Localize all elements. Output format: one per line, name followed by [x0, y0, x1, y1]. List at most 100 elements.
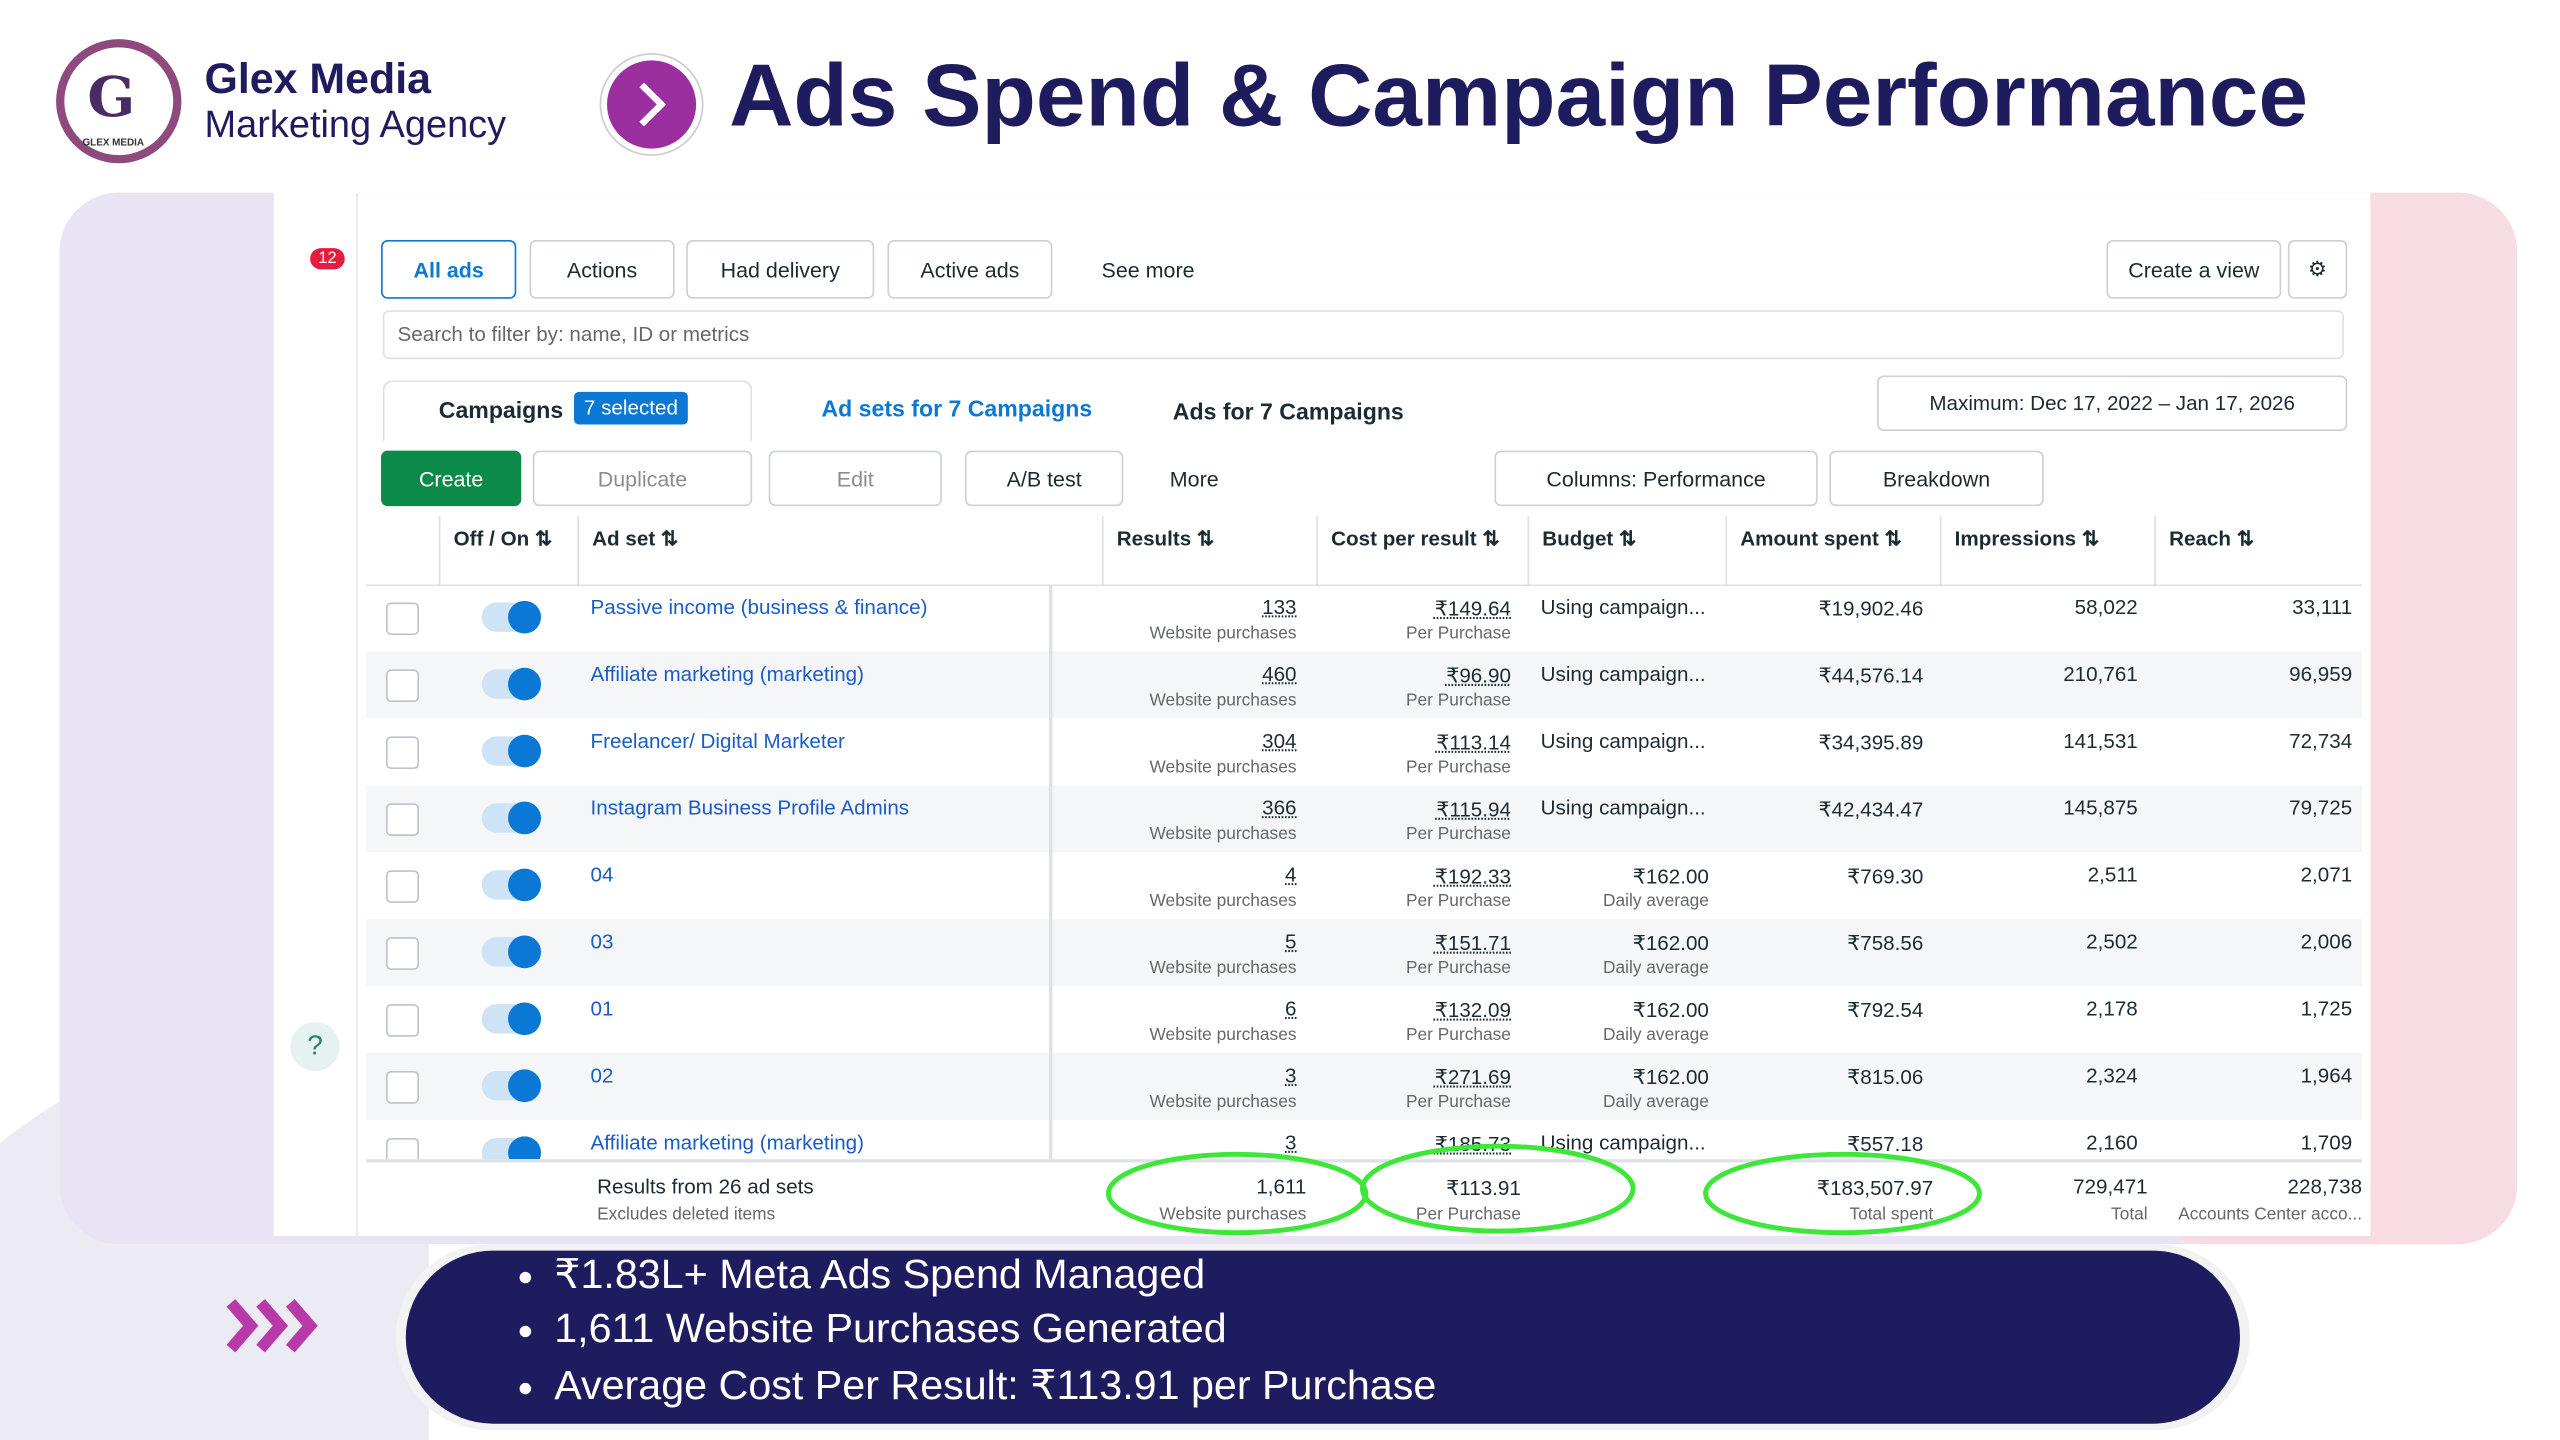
- results: 3: [1285, 1131, 1297, 1155]
- help-icon[interactable]: ?: [290, 1022, 340, 1072]
- impressions: 2,324: [2086, 1064, 2138, 1088]
- tab-label[interactable]: Ad sets for 7 Campaigns: [821, 395, 1093, 422]
- ad-set-name[interactable]: Freelancer/ Digital Marketer: [590, 729, 845, 753]
- footer-impressions-sub: Total: [2111, 1204, 2148, 1225]
- footer-impressions: 729,471: [2073, 1175, 2148, 1199]
- toggle-knob: [508, 868, 542, 902]
- results-sub: Website purchases: [1149, 623, 1297, 644]
- ad-set-name[interactable]: 04: [590, 863, 614, 887]
- budget: ₹162.00: [1632, 999, 1709, 1023]
- results-sub: Website purchases: [1149, 958, 1297, 978]
- row-checkbox[interactable]: [385, 1071, 419, 1104]
- ad-set-name[interactable]: Passive income (business & finance): [590, 595, 928, 619]
- row-checkbox[interactable]: [385, 937, 419, 970]
- column-header[interactable]: Results ⇅: [1101, 515, 1316, 585]
- amount-spent: ₹792.54: [1847, 999, 1924, 1023]
- row-checkbox[interactable]: [385, 602, 419, 636]
- column-header[interactable]: Ad set ⇅: [577, 515, 1049, 585]
- row-checkbox[interactable]: [385, 870, 419, 903]
- search-input[interactable]: Search to filter by: name, ID or metrics: [382, 310, 2344, 360]
- amount-spent: ₹557.18: [1847, 1133, 1924, 1156]
- cost-per-result: ₹132.09: [1434, 999, 1511, 1023]
- highlight-item: ₹1.83L+ Meta Ads Spend Managed: [554, 1251, 1205, 1300]
- highlight-item: Average Cost Per Result: ₹113.91 per Pur…: [554, 1362, 1436, 1411]
- row-checkbox[interactable]: [385, 669, 419, 703]
- settings-button[interactable]: ⚙: [2287, 240, 2348, 299]
- edit-button[interactable]: Edit: [768, 450, 942, 507]
- table-row: Affiliate marketing (marketing) 460 Websit…: [366, 651, 2363, 719]
- create-view-button[interactable]: Create a view: [2106, 240, 2282, 299]
- reach: 2,071: [2300, 863, 2353, 887]
- more-button[interactable]: More: [1136, 450, 1252, 507]
- cost-per-result: ₹151.71: [1434, 932, 1511, 956]
- notification-badge: 12: [310, 248, 345, 270]
- reach: 1,725: [2300, 997, 2353, 1021]
- results-sub: Website purchases: [1149, 1025, 1297, 1045]
- impressions: 2,178: [2086, 997, 2138, 1021]
- row-checkbox[interactable]: [385, 736, 419, 770]
- ad-set-name[interactable]: 01: [590, 997, 614, 1021]
- results-sub: Website purchases: [1149, 757, 1297, 778]
- table-row: 04 4 Website purchases ₹192.33 Per Purchase ₹…: [366, 852, 2362, 919]
- filter-button[interactable]: Had delivery: [686, 240, 875, 299]
- reach: 96,959: [2289, 662, 2353, 686]
- filter-button[interactable]: See more: [1065, 240, 1231, 299]
- filter-button[interactable]: All ads: [381, 240, 517, 299]
- impressions: 145,875: [2063, 796, 2138, 820]
- selected-chip[interactable]: 7 selected: [574, 391, 688, 425]
- brand-sub: Marketing Agency: [204, 102, 507, 146]
- results-sub: Website purchases: [1149, 824, 1297, 845]
- ad-set-name[interactable]: 03: [590, 930, 614, 954]
- columns-button[interactable]: Columns: Performance: [1494, 450, 1818, 507]
- cost-sub: Per Purchase: [1405, 824, 1511, 845]
- toggle-knob: [508, 801, 542, 835]
- results: 304: [1262, 729, 1297, 753]
- impressions: 2,511: [2087, 863, 2138, 887]
- create-button[interactable]: Create: [381, 450, 522, 507]
- amount-spent: ₹769.30: [1847, 865, 1924, 889]
- reach: 79,725: [2289, 796, 2353, 820]
- column-header[interactable]: Reach ⇅: [2154, 515, 2360, 585]
- tab-campaigns[interactable]: [382, 380, 753, 441]
- amount-spent: ₹815.06: [1847, 1066, 1924, 1090]
- ab-test-button[interactable]: A/B test: [964, 450, 1124, 507]
- cost-per-result: ₹271.69: [1434, 1066, 1511, 1090]
- filter-button[interactable]: Actions: [529, 240, 675, 299]
- results: 4: [1285, 863, 1297, 887]
- toggle-knob: [508, 734, 542, 768]
- column-header[interactable]: Amount spent ⇅: [1725, 515, 1939, 585]
- column-header[interactable]: Off / On ⇅: [438, 515, 578, 585]
- duplicate-button[interactable]: Duplicate: [532, 450, 753, 507]
- results-sub: Website purchases: [1149, 1092, 1297, 1112]
- budget: ₹162.00: [1632, 932, 1709, 956]
- footer-results-sub: Website purchases: [1159, 1204, 1307, 1225]
- tab-label[interactable]: Ads for 7 Campaigns: [1172, 398, 1404, 425]
- ad-set-name[interactable]: Affiliate marketing (marketing): [590, 1131, 865, 1155]
- footer-cpr-sub: Per Purchase: [1415, 1204, 1521, 1225]
- budget: ₹162.00: [1632, 865, 1709, 889]
- results: 3: [1285, 1064, 1297, 1088]
- impressions: 2,160: [2086, 1131, 2138, 1155]
- results: 460: [1262, 662, 1297, 686]
- reach: 2,006: [2300, 930, 2353, 954]
- column-header[interactable]: Budget ⇅: [1527, 515, 1725, 585]
- ad-set-name[interactable]: 02: [590, 1064, 614, 1088]
- cost-per-result: ₹96.90: [1446, 664, 1511, 688]
- footer-reach-sub: Accounts Center acco...: [2178, 1204, 2363, 1225]
- row-checkbox[interactable]: [385, 803, 419, 836]
- budget-sub: Daily average: [1602, 958, 1709, 978]
- budget: ₹162.00: [1632, 1066, 1709, 1090]
- row-checkbox[interactable]: [385, 1004, 419, 1037]
- ad-set-name[interactable]: Instagram Business Profile Admins: [590, 796, 910, 820]
- amount-spent: ₹19,902.46: [1818, 597, 1924, 621]
- column-header[interactable]: Impressions ⇅: [1939, 515, 2154, 585]
- row-checkbox[interactable]: [385, 1137, 419, 1160]
- column-header[interactable]: Cost per result ⇅: [1316, 515, 1527, 585]
- ad-set-name[interactable]: Affiliate marketing (marketing): [590, 662, 865, 686]
- breakdown-button[interactable]: Breakdown: [1829, 450, 2044, 507]
- footer-spent-sub: Total spent: [1849, 1204, 1934, 1225]
- filter-button[interactable]: Active ads: [887, 240, 1053, 299]
- date-range[interactable]: Maximum: Dec 17, 2022 – Jan 17, 2026: [1877, 375, 2348, 432]
- footer-cpr: ₹113.91: [1446, 1177, 1521, 1201]
